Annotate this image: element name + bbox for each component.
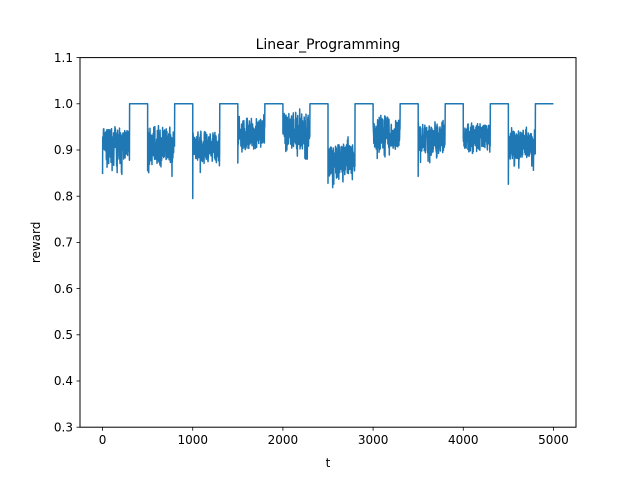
x-axis-label: t	[326, 456, 331, 470]
y-tick-label: 0.7	[54, 236, 73, 250]
x-tick-label: 1000	[177, 433, 208, 447]
y-axis: 0.3 0.4 0.5 0.6 0.7 0.8 0.9 1.0 1.1	[54, 51, 80, 434]
x-tick-label: 3000	[358, 433, 389, 447]
chart-title: Linear_Programming	[256, 37, 401, 53]
x-tick-label: 0	[99, 433, 107, 447]
x-tick-label: 5000	[538, 433, 569, 447]
y-axis-label: reward	[29, 222, 43, 264]
y-tick-label: 0.9	[54, 143, 73, 157]
x-tick-label: 4000	[448, 433, 479, 447]
series-line-reward	[101, 103, 554, 200]
y-tick-label: 0.8	[54, 189, 73, 203]
y-tick-label: 0.3	[54, 420, 73, 434]
x-axis: 0 1000 2000 3000 4000 5000	[99, 427, 569, 447]
x-tick-label: 2000	[268, 433, 299, 447]
y-tick-label: 0.4	[54, 374, 73, 388]
y-tick-label: 0.5	[54, 328, 73, 342]
y-tick-label: 1.0	[54, 97, 73, 111]
plot-area	[101, 103, 554, 200]
y-tick-label: 0.6	[54, 282, 73, 296]
y-tick-label: 1.1	[54, 51, 73, 65]
